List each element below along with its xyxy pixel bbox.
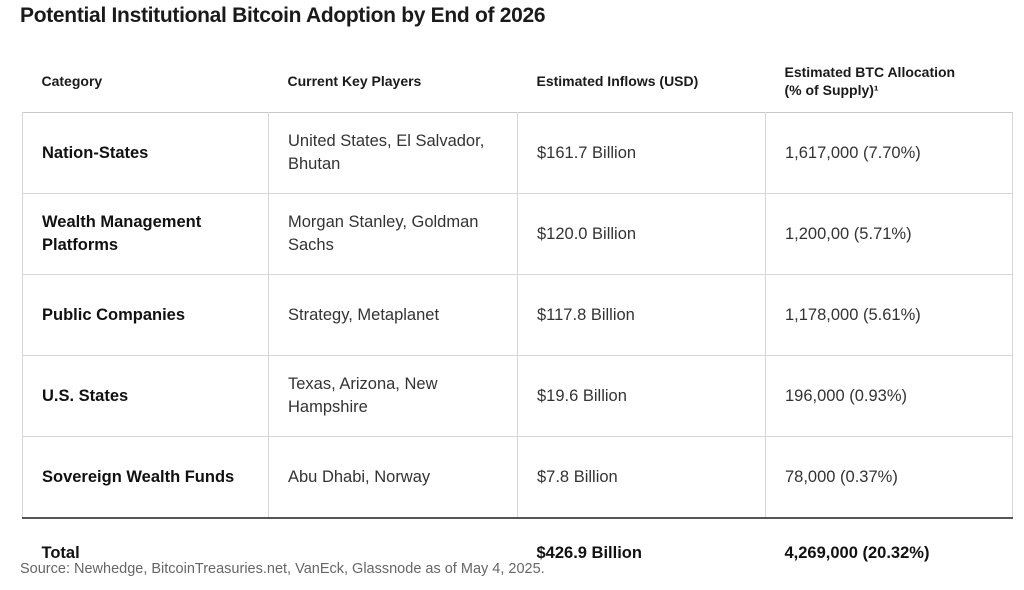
category-cell: Sovereign Wealth Funds xyxy=(22,436,269,519)
table-body: Nation-States United States, El Salvador,… xyxy=(22,112,1013,519)
header-cell: Category xyxy=(23,50,269,113)
cell: $161.7 Billion xyxy=(517,112,766,194)
cell: Abu Dhabi, Norway xyxy=(268,436,518,519)
cell: 1,178,000 (5.61%) xyxy=(765,274,1013,356)
header-cell: Estimated BTC Allocation (% of Supply)¹ xyxy=(766,50,1013,113)
cell: Morgan Stanley, Goldman Sachs xyxy=(268,193,518,275)
table-footer: Total $426.9 Billion 4,269,000 (20.32%) xyxy=(23,518,1013,587)
total-label: Total xyxy=(41,543,80,562)
total-row: Total $426.9 Billion 4,269,000 (20.32%) xyxy=(23,518,1013,587)
cell: 1,200,00 (5.71%) xyxy=(765,193,1013,275)
table-row: Wealth Management Platforms Morgan Stanle… xyxy=(22,193,1013,275)
table-row: Public Companies Strategy, Metaplanet $117… xyxy=(22,274,1013,356)
cell: $120.0 Billion xyxy=(517,193,766,275)
cell: $19.6 Billion xyxy=(517,355,766,437)
header-text: Estimated Inflows (USD) xyxy=(536,73,699,89)
cell: $117.8 Billion xyxy=(517,274,766,356)
table-row: Nation-States United States, El Salvador,… xyxy=(22,112,1013,194)
cell: 196,000 (0.93%) xyxy=(765,355,1013,437)
cell: Strategy, Metaplanet xyxy=(268,274,518,356)
cell: United States, El Salvador, Bhutan xyxy=(268,112,518,194)
category-cell: U.S. States xyxy=(22,355,269,437)
cell: $7.8 Billion xyxy=(517,436,766,519)
cell: 78,000 (0.37%) xyxy=(765,436,1013,519)
source-note: Source: Newhedge, BitcoinTreasuries.net,… xyxy=(20,561,545,577)
table-row: U.S. States Texas, Arizona, New Hampshire… xyxy=(22,355,1013,437)
title: Potential Institutional Bitcoin Adoption… xyxy=(20,4,546,27)
header-cell: Estimated Inflows (USD) xyxy=(518,50,766,113)
cell: Texas, Arizona, New Hampshire xyxy=(268,355,518,437)
header-text: Category xyxy=(41,73,103,89)
header-text: Current Key Players xyxy=(287,73,422,89)
category-cell: Nation-States xyxy=(22,112,269,194)
header-cell: Current Key Players xyxy=(269,50,518,113)
total-inflows: $426.9 Billion xyxy=(536,543,642,562)
table-row: Sovereign Wealth Funds Abu Dhabi, Norway $… xyxy=(22,436,1013,519)
header-text: Estimated BTC Allocation xyxy=(784,64,956,80)
adoption-table: Category Current Key Players Estimated Inf… xyxy=(22,50,1013,587)
category-cell: Wealth Management Platforms xyxy=(22,193,269,275)
table-header: Category Current Key Players Estimated Inf… xyxy=(23,50,1013,113)
header-text: (% of Supply)¹ xyxy=(784,82,879,98)
cell: 1,617,000 (7.70%) xyxy=(765,112,1013,194)
total-allocation: 4,269,000 (20.32%) xyxy=(784,543,930,562)
category-cell: Public Companies xyxy=(22,274,269,356)
header-row: Category Current Key Players Estimated Inf… xyxy=(23,50,1013,113)
